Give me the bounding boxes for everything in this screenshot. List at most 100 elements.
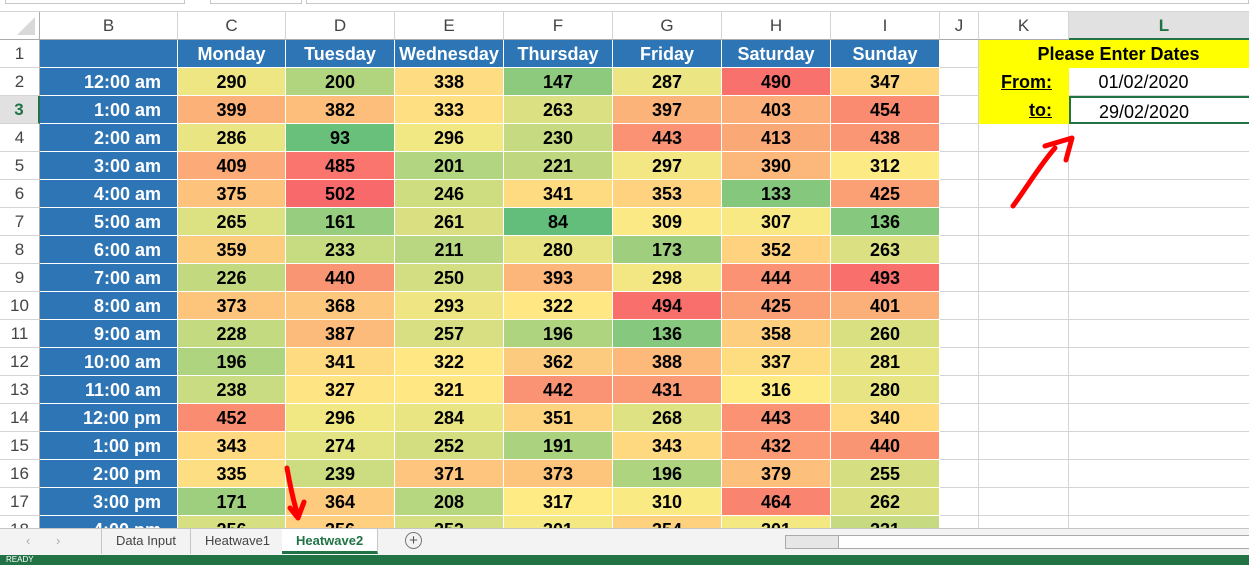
empty-cell[interactable] xyxy=(940,40,979,68)
heatmap-cell[interactable]: 343 xyxy=(178,432,286,460)
empty-cell[interactable] xyxy=(940,152,979,180)
empty-cell[interactable] xyxy=(979,488,1069,516)
time-label[interactable]: 5:00 am xyxy=(40,208,178,236)
time-label[interactable]: 1:00 pm xyxy=(40,432,178,460)
empty-cell[interactable] xyxy=(1069,152,1249,180)
empty-cell[interactable] xyxy=(940,124,979,152)
empty-cell[interactable] xyxy=(940,68,979,96)
empty-cell[interactable] xyxy=(940,320,979,348)
row-header-6[interactable]: 6 xyxy=(0,180,40,208)
heatmap-cell[interactable]: 352 xyxy=(722,236,831,264)
empty-cell[interactable] xyxy=(979,292,1069,320)
heatmap-cell[interactable]: 133 xyxy=(722,180,831,208)
heatmap-cell[interactable]: 280 xyxy=(504,236,613,264)
heatmap-cell[interactable]: 253 xyxy=(395,516,504,528)
heatmap-cell[interactable]: 431 xyxy=(613,376,722,404)
heatmap-cell[interactable]: 359 xyxy=(178,236,286,264)
empty-cell[interactable] xyxy=(979,236,1069,264)
heatmap-cell[interactable]: 432 xyxy=(722,432,831,460)
heatmap-cell[interactable]: 390 xyxy=(722,152,831,180)
heatmap-cell[interactable]: 233 xyxy=(286,236,395,264)
heatmap-cell[interactable]: 296 xyxy=(395,124,504,152)
day-header[interactable]: Sunday xyxy=(831,40,940,68)
heatmap-cell[interactable]: 84 xyxy=(504,208,613,236)
heatmap-cell[interactable]: 265 xyxy=(178,208,286,236)
empty-cell[interactable] xyxy=(940,516,979,528)
empty-cell[interactable] xyxy=(979,516,1069,528)
empty-cell[interactable] xyxy=(979,124,1069,152)
empty-cell[interactable] xyxy=(979,460,1069,488)
time-label[interactable]: 3:00 am xyxy=(40,152,178,180)
heatmap-cell[interactable]: 322 xyxy=(504,292,613,320)
empty-cell[interactable] xyxy=(1069,180,1249,208)
column-header-e[interactable]: E xyxy=(395,12,504,40)
scroll-tabs-right-icon[interactable]: › xyxy=(56,533,61,548)
heatmap-cell[interactable]: 196 xyxy=(178,348,286,376)
heatmap-cell[interactable]: 321 xyxy=(395,376,504,404)
time-label[interactable]: 4:00 pm xyxy=(40,516,178,528)
heatmap-cell[interactable]: 268 xyxy=(613,404,722,432)
empty-cell[interactable] xyxy=(940,348,979,376)
column-header-b[interactable]: B xyxy=(40,12,178,40)
empty-cell[interactable] xyxy=(1069,348,1249,376)
row-header-7[interactable]: 7 xyxy=(0,208,40,236)
heatmap-cell[interactable]: 136 xyxy=(613,320,722,348)
row-header-4[interactable]: 4 xyxy=(0,124,40,152)
heatmap-cell[interactable]: 347 xyxy=(831,68,940,96)
empty-cell[interactable] xyxy=(979,348,1069,376)
empty-cell[interactable] xyxy=(979,264,1069,292)
heatmap-cell[interactable]: 261 xyxy=(395,208,504,236)
heatmap-cell[interactable]: 286 xyxy=(178,124,286,152)
empty-cell[interactable] xyxy=(1069,404,1249,432)
empty-cell[interactable] xyxy=(940,236,979,264)
heatmap-cell[interactable]: 200 xyxy=(286,68,395,96)
heatmap-cell[interactable]: 438 xyxy=(831,124,940,152)
heatmap-cell[interactable]: 425 xyxy=(831,180,940,208)
column-header-d[interactable]: D xyxy=(286,12,395,40)
time-label[interactable]: 2:00 am xyxy=(40,124,178,152)
heatmap-cell[interactable]: 413 xyxy=(722,124,831,152)
sheet-tab[interactable]: Heatwave2 xyxy=(282,529,379,554)
time-label[interactable]: 12:00 am xyxy=(40,68,178,96)
time-label[interactable]: 1:00 am xyxy=(40,96,178,124)
heatmap-cell[interactable]: 310 xyxy=(613,488,722,516)
spreadsheet-grid[interactable]: BCDEFGHIJKL123456789101112131415161718Mo… xyxy=(0,12,1249,528)
heatmap-cell[interactable]: 307 xyxy=(722,208,831,236)
row-header-13[interactable]: 13 xyxy=(0,376,40,404)
row-header-14[interactable]: 14 xyxy=(0,404,40,432)
empty-cell[interactable] xyxy=(940,432,979,460)
heatmap-cell[interactable]: 230 xyxy=(504,124,613,152)
heatmap-cell[interactable]: 362 xyxy=(504,348,613,376)
empty-cell[interactable] xyxy=(979,404,1069,432)
heatmap-cell[interactable]: 388 xyxy=(613,348,722,376)
heatmap-cell[interactable]: 173 xyxy=(613,236,722,264)
heatmap-cell[interactable]: 401 xyxy=(831,292,940,320)
heatmap-cell[interactable]: 454 xyxy=(831,96,940,124)
row-header-18[interactable]: 18 xyxy=(0,516,40,528)
time-label[interactable]: 3:00 pm xyxy=(40,488,178,516)
heatmap-cell[interactable]: 293 xyxy=(395,292,504,320)
column-header-g[interactable]: G xyxy=(613,12,722,40)
time-label[interactable]: 10:00 am xyxy=(40,348,178,376)
heatmap-cell[interactable]: 399 xyxy=(178,96,286,124)
heatmap-cell[interactable]: 440 xyxy=(286,264,395,292)
heatmap-cell[interactable]: 208 xyxy=(395,488,504,516)
heatmap-cell[interactable]: 309 xyxy=(613,208,722,236)
heatmap-cell[interactable]: 341 xyxy=(286,348,395,376)
heatmap-cell[interactable]: 387 xyxy=(286,320,395,348)
heatmap-cell[interactable]: 440 xyxy=(831,432,940,460)
time-label[interactable]: 7:00 am xyxy=(40,264,178,292)
horizontal-scrollbar[interactable] xyxy=(785,535,1249,549)
time-label[interactable]: 8:00 am xyxy=(40,292,178,320)
heatmap-cell[interactable]: 301 xyxy=(722,516,831,528)
heatmap-cell[interactable]: 196 xyxy=(613,460,722,488)
heatmap-cell[interactable]: 252 xyxy=(395,432,504,460)
empty-cell[interactable] xyxy=(1069,488,1249,516)
heatmap-cell[interactable]: 301 xyxy=(504,516,613,528)
empty-cell[interactable] xyxy=(1069,264,1249,292)
empty-cell[interactable] xyxy=(940,488,979,516)
column-header-j[interactable]: J xyxy=(940,12,979,40)
heatmap-cell[interactable]: 442 xyxy=(504,376,613,404)
column-header-h[interactable]: H xyxy=(722,12,831,40)
heatmap-cell[interactable]: 263 xyxy=(504,96,613,124)
